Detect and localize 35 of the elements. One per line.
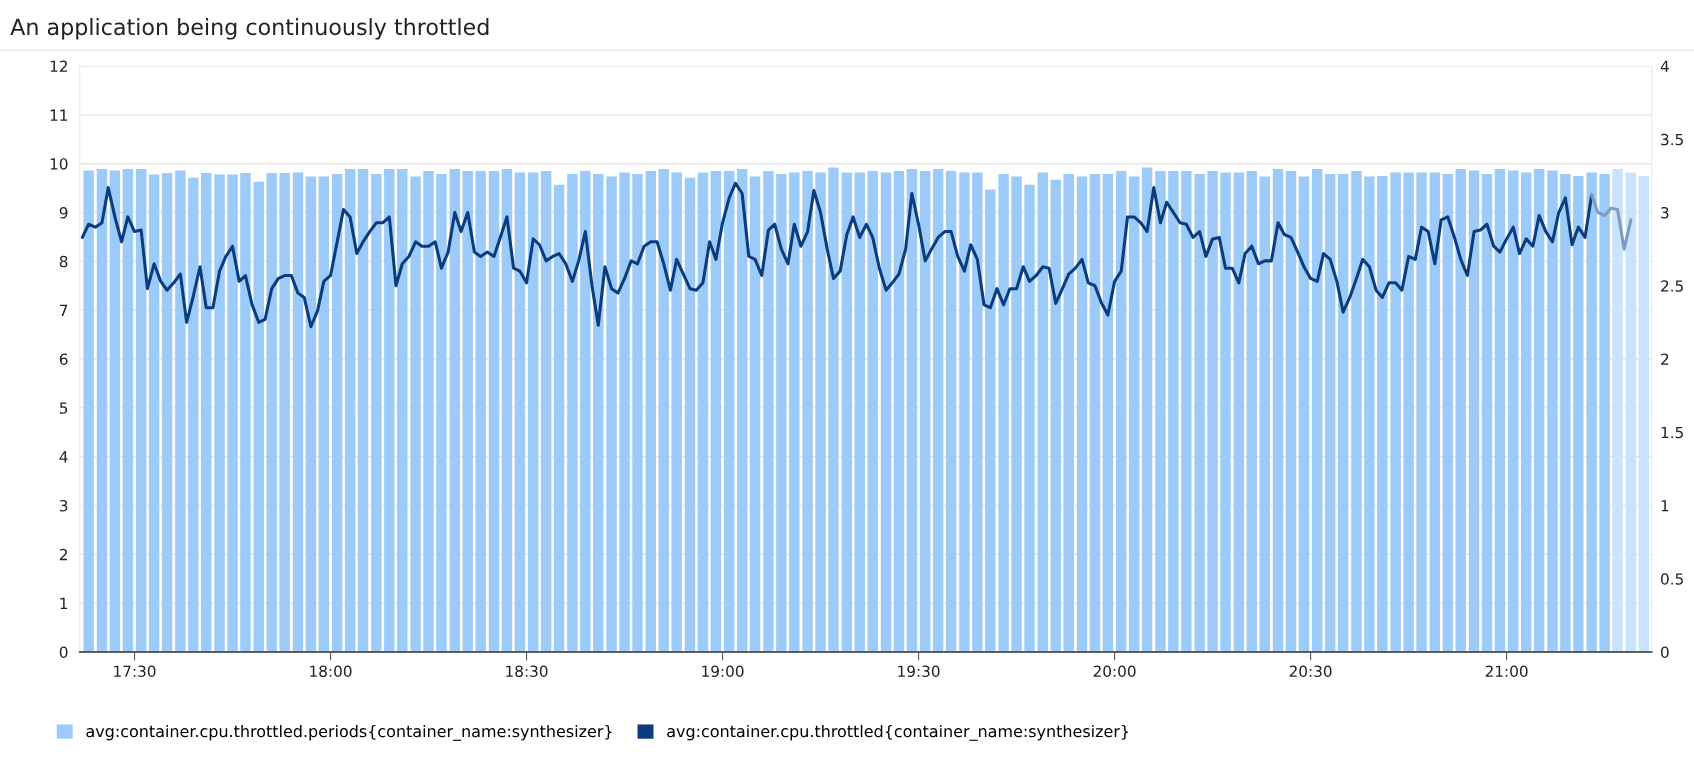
x-tick-label: 19:00 [702,665,744,677]
y-tick-label: 4 [59,451,68,463]
legend-label: avg:container.cpu.throttled.periods{container_name:synthesizer} [86,724,612,741]
y2-tick-label: 0.5 [1660,573,1683,585]
x-tick-label: 18:00 [310,665,352,677]
y2-tick-label: 4 [1660,60,1669,72]
x-tick-label: 20:30 [1289,665,1332,677]
y-tick-label: 1 [60,597,68,609]
y-tick-label: 5 [59,402,68,414]
y-tick-label: 3 [59,499,68,512]
x-tick-label: 20:00 [1093,665,1136,677]
y-tick-label: 7 [60,304,68,316]
y-tick-label: 11 [50,109,68,121]
line-series [80,181,1594,329]
y-tick-label: 2 [59,548,67,561]
y2-tick-label: 1 [1661,500,1669,512]
y2-tick-label: 2 [1661,353,1669,365]
y-tick-label: 8 [59,255,68,268]
x-tick-label: 17:30 [114,665,156,677]
y2-tick-label: 1.5 [1661,426,1683,439]
y-tick-label: 12 [50,60,67,72]
y2-tick-label: 2.5 [1661,280,1683,292]
line-series [1590,193,1633,251]
y-tick-label: 9 [59,206,68,219]
x-tick-label: 21:00 [1485,665,1528,677]
y-tick-label: 0 [59,646,68,658]
legend-label: avg:container.cpu.throttled{container_name:synthesizer} [667,724,1129,741]
x-tick-label: 18:30 [506,665,548,677]
y-tick-label: 10 [50,158,68,170]
y2-tick-label: 3.5 [1661,133,1683,146]
y-tick-label: 6 [59,353,68,366]
y2-tick-label: 0 [1660,646,1669,658]
chart-title: An application being continuously throttled [10,18,489,40]
y2-tick-label: 3 [1661,206,1669,219]
x-tick-label: 19:30 [898,665,940,677]
